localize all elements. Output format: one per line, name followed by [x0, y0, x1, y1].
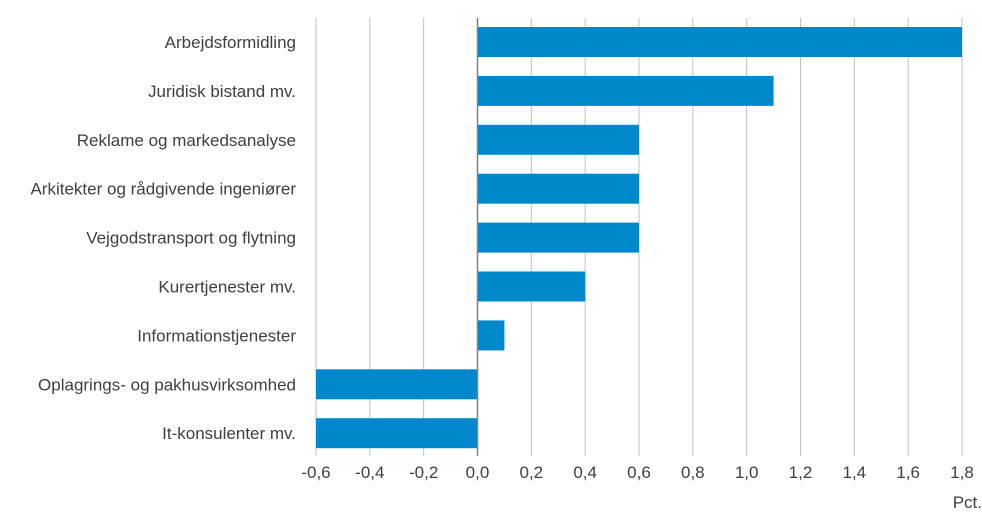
- bar: [477, 271, 586, 302]
- bar: [316, 418, 478, 449]
- category-label: Arkitekter og rådgivende ingeniører: [30, 180, 296, 199]
- bars: [316, 27, 962, 449]
- category-label: Oplagrings- og pakhusvirksomhed: [38, 375, 296, 394]
- category-label: Vejgodstransport og flytning: [86, 229, 296, 248]
- x-tick-label: 1,0: [735, 463, 759, 482]
- category-label: Juridisk bistand mv.: [148, 82, 296, 101]
- x-tick-label: 1,4: [843, 463, 867, 482]
- bar: [477, 75, 774, 106]
- category-label: It-konsulenter mv.: [162, 424, 296, 443]
- x-tick-label: -0,4: [355, 463, 384, 482]
- x-tick-label: 0,6: [627, 463, 651, 482]
- bar: [477, 222, 639, 253]
- bar: [477, 320, 505, 351]
- bar: [477, 173, 639, 204]
- x-axis-unit-label: Pct.: [953, 493, 982, 512]
- x-tick-label: -0,2: [409, 463, 438, 482]
- bar: [316, 369, 478, 400]
- x-tick-label: 1,2: [789, 463, 813, 482]
- x-tick-label: 0,0: [466, 463, 490, 482]
- category-labels: Arbejdsformidling Juridisk bistand mv. Rek…: [30, 33, 296, 443]
- x-tick-label: 0,2: [520, 463, 544, 482]
- x-tick-label: -0,6: [301, 463, 330, 482]
- x-tick-label: 0,8: [681, 463, 705, 482]
- category-label: Arbejdsformidling: [165, 33, 296, 52]
- bar: [477, 27, 962, 57]
- tick-labels: -0,6 -0,4 -0,2 0,0 0,2 0,4 0,6 0,8 1,0 1,2 1,4 1,6 1…: [301, 463, 973, 482]
- category-label: Reklame og markedsanalyse: [77, 131, 296, 150]
- x-tick-label: 1,6: [896, 463, 920, 482]
- category-label: Kurertjenester mv.: [158, 278, 296, 297]
- x-tick-label: 1,8: [950, 463, 974, 482]
- x-tick-label: 0,4: [573, 463, 597, 482]
- bar: [477, 124, 639, 155]
- category-label: Informationstjenester: [137, 326, 296, 345]
